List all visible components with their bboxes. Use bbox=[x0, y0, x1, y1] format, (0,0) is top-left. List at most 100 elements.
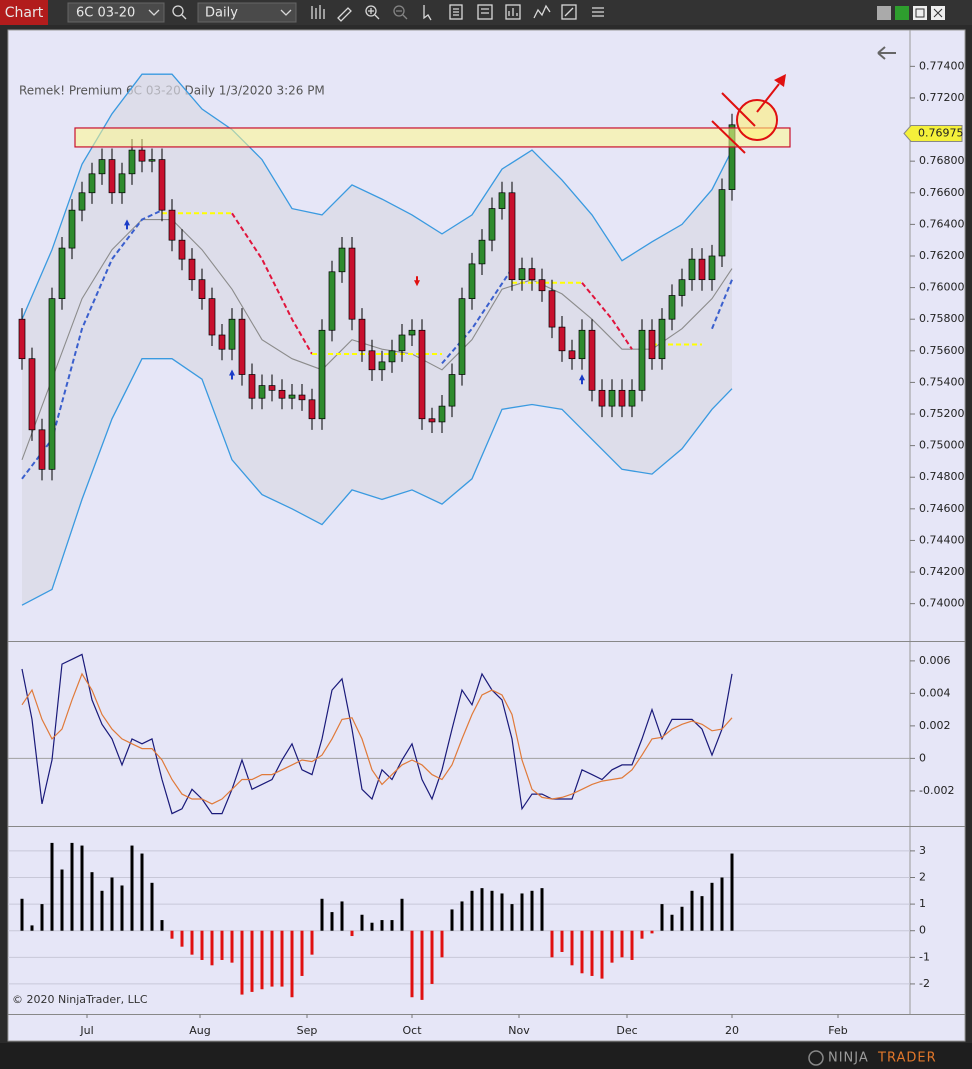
y-tick-label: 0.76200 bbox=[919, 249, 965, 262]
histogram-bar bbox=[220, 930, 224, 960]
histogram-bar bbox=[60, 869, 64, 931]
signal-up bbox=[124, 219, 130, 230]
histogram-bar bbox=[700, 896, 704, 931]
histogram-bar bbox=[150, 882, 154, 931]
y-tick-label: 0.75200 bbox=[919, 407, 965, 420]
x-tick-label: Nov bbox=[508, 1024, 530, 1037]
histogram-bar bbox=[540, 888, 544, 931]
trailing-stop bbox=[231, 212, 313, 355]
candle-body bbox=[248, 374, 256, 399]
y-tick-label: 0.75000 bbox=[919, 439, 965, 452]
candle-body bbox=[438, 405, 446, 423]
y-tick-label: 0.004 bbox=[919, 686, 951, 699]
candle-body bbox=[58, 247, 66, 300]
histogram-bar bbox=[70, 842, 74, 931]
candle-body bbox=[28, 358, 36, 431]
y-tick-label: -0.002 bbox=[919, 784, 954, 797]
signal-down bbox=[414, 276, 420, 287]
y-tick-label: 0.74800 bbox=[919, 470, 965, 483]
histogram-bar bbox=[560, 930, 564, 952]
candle-body bbox=[718, 189, 726, 257]
candle-body bbox=[118, 173, 126, 194]
candle-body bbox=[678, 279, 686, 296]
y-tick-label: 0 bbox=[919, 751, 926, 764]
candle-body bbox=[428, 418, 436, 423]
histogram-bar bbox=[570, 930, 574, 966]
candle-body bbox=[658, 318, 666, 360]
histogram-bar bbox=[210, 930, 214, 966]
search-icon[interactable] bbox=[172, 5, 187, 20]
histogram-bar bbox=[640, 930, 644, 939]
x-tick-label: Feb bbox=[828, 1024, 847, 1037]
trailing-stop bbox=[21, 209, 163, 480]
candle-body bbox=[568, 350, 576, 360]
signal-up bbox=[229, 369, 235, 380]
interval-label: Daily bbox=[205, 6, 238, 21]
candle-body bbox=[128, 149, 136, 175]
candle-body bbox=[298, 394, 306, 401]
band-upper bbox=[21, 73, 733, 320]
histogram-bar bbox=[730, 853, 734, 931]
histogram-bar bbox=[450, 909, 454, 931]
histogram-bar bbox=[350, 930, 354, 937]
candle-body bbox=[378, 361, 386, 371]
candle-body bbox=[548, 290, 556, 328]
dropdown-caret bbox=[280, 9, 292, 16]
histogram-bar bbox=[190, 930, 194, 955]
histogram-bar bbox=[670, 914, 674, 931]
histogram-bar bbox=[120, 885, 124, 931]
copyright: © 2020 NinjaTrader, LLC bbox=[12, 993, 148, 1006]
candle-body bbox=[358, 318, 366, 352]
candle-body bbox=[168, 209, 176, 241]
histogram-bar bbox=[480, 888, 484, 931]
histogram-bar bbox=[580, 930, 584, 974]
histogram-bar bbox=[40, 904, 44, 931]
toolbar-icons[interactable] bbox=[311, 4, 604, 22]
candle-body bbox=[618, 389, 626, 407]
candle-body bbox=[138, 149, 146, 162]
candle-body bbox=[418, 329, 426, 420]
candle-body bbox=[368, 350, 376, 371]
candle-body bbox=[218, 334, 226, 350]
x-tick-label: Oct bbox=[402, 1024, 422, 1037]
candle-body bbox=[268, 385, 276, 391]
x-tick-label: Jul bbox=[79, 1024, 93, 1037]
histogram-bar bbox=[690, 890, 694, 931]
histogram-bar bbox=[300, 930, 304, 976]
instrument-dropdown[interactable] bbox=[67, 2, 165, 23]
candle-body bbox=[478, 239, 486, 265]
y-tick-label: 0.74000 bbox=[919, 597, 965, 610]
histogram-bar bbox=[460, 901, 464, 931]
candle-body bbox=[158, 159, 166, 211]
histogram-bar bbox=[630, 930, 634, 960]
y-tick-label: 0.76000 bbox=[919, 281, 965, 294]
chart-tab[interactable] bbox=[0, 0, 48, 25]
histogram-bar bbox=[420, 930, 424, 1000]
window-buttons[interactable] bbox=[877, 6, 945, 20]
y-tick-label: 0.77400 bbox=[919, 59, 965, 72]
candle-body bbox=[178, 239, 186, 260]
candle-body bbox=[348, 247, 356, 320]
histogram-bar bbox=[550, 930, 554, 958]
candle-body bbox=[18, 318, 26, 360]
y-tick-label: 0 bbox=[919, 924, 926, 937]
histogram-bar bbox=[320, 898, 324, 931]
interval-dropdown[interactable] bbox=[197, 2, 297, 23]
histogram-bar bbox=[30, 925, 34, 931]
signal-up bbox=[579, 374, 585, 385]
histogram-bar bbox=[250, 930, 254, 992]
histogram-bar bbox=[90, 872, 94, 931]
x-tick-label: Sep bbox=[297, 1024, 318, 1037]
candle-body bbox=[238, 318, 246, 375]
candle-body bbox=[208, 298, 216, 336]
histogram-bar bbox=[110, 877, 114, 931]
histogram-bar bbox=[340, 901, 344, 931]
band-fill bbox=[22, 74, 732, 606]
histogram-bar bbox=[180, 930, 184, 947]
candle-body bbox=[338, 247, 346, 273]
histogram-bar bbox=[440, 930, 444, 958]
logo-accent: TRADER bbox=[877, 1051, 937, 1066]
back-arrow[interactable] bbox=[877, 46, 896, 60]
histogram-bar bbox=[620, 930, 624, 958]
candle-body bbox=[288, 394, 296, 399]
